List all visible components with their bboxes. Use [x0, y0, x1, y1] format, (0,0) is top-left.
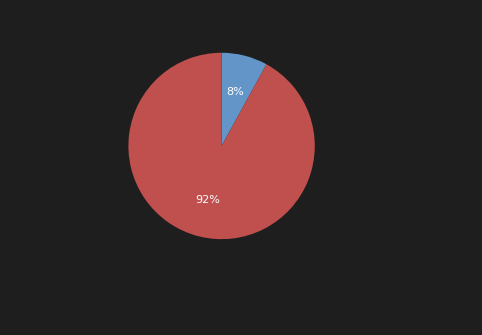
Wedge shape — [222, 53, 267, 146]
Text: 8%: 8% — [227, 87, 244, 97]
Wedge shape — [128, 53, 315, 239]
Text: 92%: 92% — [195, 195, 220, 205]
